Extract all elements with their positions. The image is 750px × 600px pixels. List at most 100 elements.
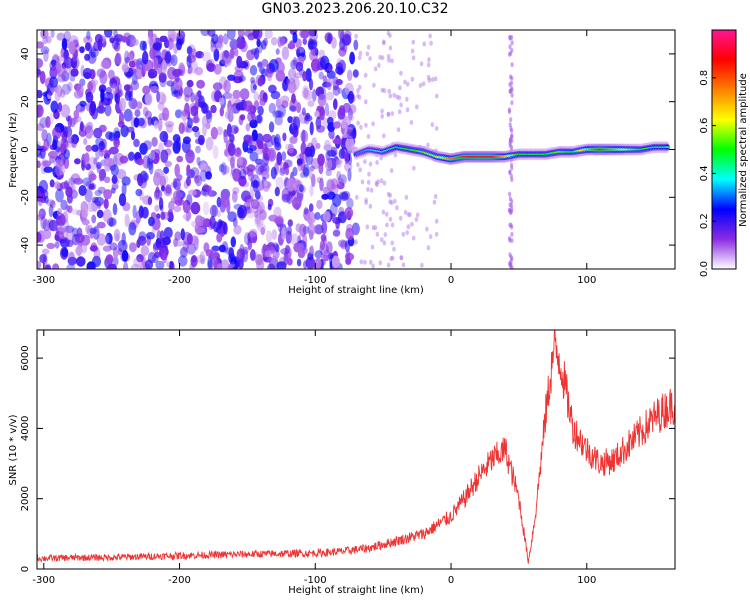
heatmap-cell [112,203,118,216]
heatmap-cell [296,102,302,114]
heatmap-cell [219,106,224,117]
heatmap-cell [224,111,231,120]
heatmap-cell [174,231,182,241]
heatmap-cell [510,231,514,237]
heatmap-cell [368,203,373,209]
heatmap-cell [212,145,219,160]
heatmap-cell [105,254,114,265]
heatmap-cell [326,179,335,192]
heatmap-cell [108,69,115,81]
heatmap-cell [76,103,81,112]
heatmap-cell [239,88,250,100]
heatmap-cell [251,129,258,142]
heatmap-cell [218,244,226,253]
heatmap-cell [359,124,363,130]
heatmap-cell [142,50,149,65]
heatmap-cell [332,121,341,129]
heatmap-cell [183,86,193,98]
heatmap-cell [121,36,129,43]
heatmap-cell [85,224,90,234]
heatmap-cell [275,98,281,109]
heatmap-cell [148,216,155,227]
heatmap-cell [76,256,86,267]
heatmap-cell [74,233,85,243]
heatmap-cell [52,263,60,269]
heatmap-cell [286,226,292,236]
heatmap-cell [57,208,63,217]
heatmap-cell [90,79,99,86]
heatmap-cell [314,250,323,259]
heatmap-cell [324,139,331,151]
heatmap-cell [508,196,512,202]
heatmap-cell [256,204,263,214]
heatmap-cell [100,69,105,79]
heatmap-cell [43,138,50,151]
heatmap-cell [106,86,112,96]
heatmap-cell [230,156,235,169]
heatmap-cell [237,30,245,39]
heatmap-cell [96,209,104,219]
heatmap-cell [220,193,230,208]
heatmap-cell [281,46,290,60]
heatmap-cell [319,177,324,192]
heatmap-cell [510,265,514,269]
heatmap-cell [253,100,260,110]
heatmap-cell [335,159,342,168]
heatmap-cell [210,43,216,53]
heatmap-cell [152,42,162,51]
heatmap-cell [280,248,290,255]
heatmap-cell [70,55,80,70]
heatmap-cell [510,75,514,81]
heatmap-cell [195,51,205,59]
heatmap-cell [308,165,313,180]
heatmap-cell [82,177,92,186]
heatmap-cell [181,109,188,117]
heatmap-cell [118,111,124,126]
heatmap-cell [67,81,73,92]
heatmap-cell [321,220,328,235]
heatmap-cell [104,30,113,38]
heatmap-cell [174,109,183,119]
heatmap-cell [430,77,435,82]
heatmap-cell [96,221,106,229]
heatmap-cell [363,99,368,105]
heatmap-cell [128,60,136,68]
heatmap-cell [44,264,51,269]
heatmap-cell [136,239,141,249]
heatmap-cell [411,235,416,241]
heatmap-cell [371,121,375,127]
heatmap-cell [130,80,140,91]
heatmap-cell [418,82,423,88]
heatmap-cell [510,40,514,46]
heatmap-cell [256,201,265,215]
heatmap-cell [87,81,94,91]
heatmap-cell [236,248,245,261]
heatmap-cell [124,56,131,64]
heatmap-cell [386,191,391,197]
heatmap-cell [508,202,512,208]
heatmap-cell [153,120,159,129]
heatmap-cell [207,255,213,269]
heatmap-cell [381,209,386,215]
snr-y-tick-label: 6000 [20,345,31,370]
snr-frame [36,329,676,570]
heatmap-cell [172,190,183,201]
heatmap-cell [213,221,220,233]
heatmap-cell [42,219,51,231]
heatmap-cell [321,193,329,200]
heatmap-cell [303,164,310,176]
heatmap-cell [351,222,360,236]
heatmap-cell [338,105,346,116]
heatmap-cell [199,169,208,182]
heatmap-cell [40,30,49,39]
heatmap-cell [326,78,332,91]
heatmap-cell [346,197,354,209]
heatmap-cell [113,256,119,266]
heatmap-cell [117,82,122,94]
heatmap-cell [219,59,226,67]
heatmap-cell [415,212,420,218]
heatmap-cell [63,149,70,160]
heatmap-cell [327,116,334,126]
heatmap-cell [209,204,219,218]
